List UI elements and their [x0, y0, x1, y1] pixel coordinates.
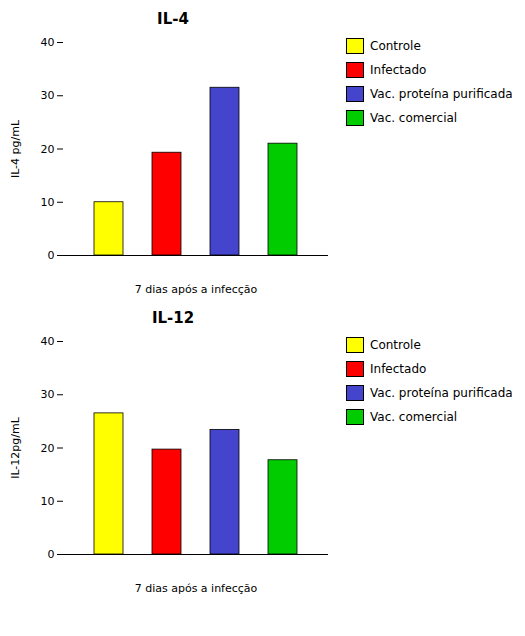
svg-text:10: 10: [41, 196, 55, 209]
svg-text:10: 10: [41, 495, 55, 508]
svg-text:20: 20: [41, 143, 55, 156]
svg-text:30: 30: [41, 388, 55, 401]
html-text:Controle: Controle: [370, 338, 421, 352]
svg-text:40: 40: [41, 335, 55, 348]
svg-text:30: 30: [41, 89, 55, 102]
svg-text:7 dias após a infecção: 7 dias após a infecção: [135, 283, 258, 296]
svg-text:7 dias após a infecção: 7 dias após a infecção: [135, 582, 258, 595]
html-text:IL-4: IL-4: [157, 10, 189, 28]
svg-text:20: 20: [41, 442, 55, 455]
svg-text:IL-12pg/mL: IL-12pg/mL: [9, 416, 22, 479]
html-text:IL-12: IL-12: [151, 309, 195, 327]
html-text:Vac. comercial: Vac. comercial: [370, 111, 458, 125]
html-text:Vac. comercial: Vac. comercial: [370, 410, 458, 424]
html-text:Vac. proteína purificada: Vac. proteína purificada: [370, 386, 513, 400]
svg-text:0: 0: [48, 548, 55, 561]
svg-text:0: 0: [48, 249, 55, 262]
svg-text:IL-4 pg/mL: IL-4 pg/mL: [9, 119, 22, 178]
html-text:Controle: Controle: [370, 39, 421, 53]
html-text:Infectado: Infectado: [370, 362, 427, 376]
html-text:Vac. proteína purificada: Vac. proteína purificada: [370, 87, 513, 101]
svg-text:40: 40: [41, 36, 55, 49]
html-text:Infectado: Infectado: [370, 63, 427, 77]
